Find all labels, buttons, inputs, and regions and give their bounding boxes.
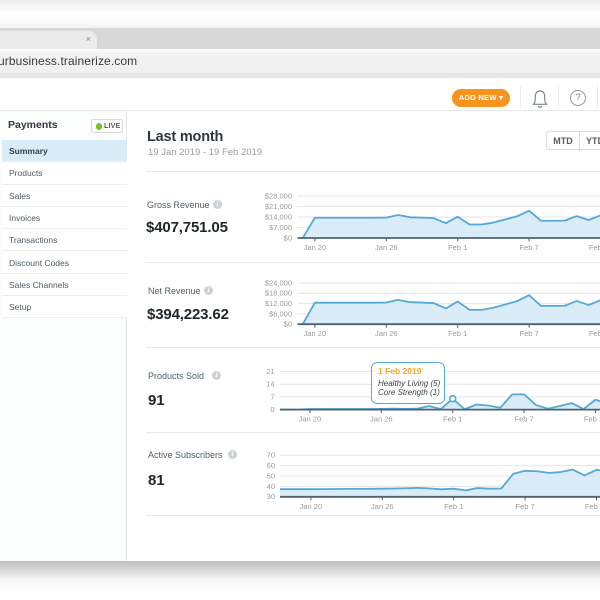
svg-text:21: 21 <box>266 367 274 376</box>
svg-text:Feb 13: Feb 13 <box>589 243 600 252</box>
svg-text:Jan 20: Jan 20 <box>304 243 327 252</box>
svg-text:7: 7 <box>270 392 274 401</box>
svg-text:Feb 1: Feb 1 <box>444 502 463 511</box>
svg-text:Feb 7: Feb 7 <box>520 243 539 252</box>
svg-text:$7,000: $7,000 <box>269 223 292 232</box>
svg-text:$18,000: $18,000 <box>265 289 292 298</box>
svg-text:$0: $0 <box>284 320 292 329</box>
svg-text:Jan 26: Jan 26 <box>375 243 398 252</box>
svg-text:Feb 13: Feb 13 <box>584 415 600 424</box>
svg-text:0: 0 <box>270 405 274 414</box>
svg-text:30: 30 <box>267 492 275 501</box>
svg-text:Jan 20: Jan 20 <box>304 329 327 338</box>
svg-text:Feb 1: Feb 1 <box>448 243 467 252</box>
svg-text:70: 70 <box>267 451 275 460</box>
svg-text:Feb 13: Feb 13 <box>585 502 600 511</box>
svg-text:Jan 26: Jan 26 <box>371 502 394 511</box>
svg-text:$21,000: $21,000 <box>265 202 292 211</box>
svg-text:50: 50 <box>267 471 275 480</box>
svg-text:Feb 1: Feb 1 <box>448 329 467 338</box>
svg-text:Feb 7: Feb 7 <box>515 415 534 424</box>
svg-text:14: 14 <box>266 380 274 389</box>
svg-text:$0: $0 <box>284 233 292 242</box>
svg-text:Jan 20: Jan 20 <box>300 502 323 511</box>
svg-text:60: 60 <box>267 461 275 470</box>
svg-text:$6,000: $6,000 <box>269 309 292 318</box>
svg-text:$12,000: $12,000 <box>265 299 292 308</box>
svg-text:Feb 7: Feb 7 <box>520 329 539 338</box>
svg-text:Jan 26: Jan 26 <box>370 415 393 424</box>
svg-text:$28,000: $28,000 <box>265 191 292 200</box>
svg-text:$14,000: $14,000 <box>265 212 292 221</box>
svg-text:40: 40 <box>267 482 275 491</box>
svg-text:Jan 26: Jan 26 <box>375 329 398 338</box>
svg-text:Feb 7: Feb 7 <box>516 502 535 511</box>
svg-text:$24,000: $24,000 <box>265 278 292 287</box>
svg-text:Feb 13: Feb 13 <box>589 329 600 338</box>
svg-text:Jan 20: Jan 20 <box>299 415 322 424</box>
svg-text:Feb 1: Feb 1 <box>443 415 462 424</box>
